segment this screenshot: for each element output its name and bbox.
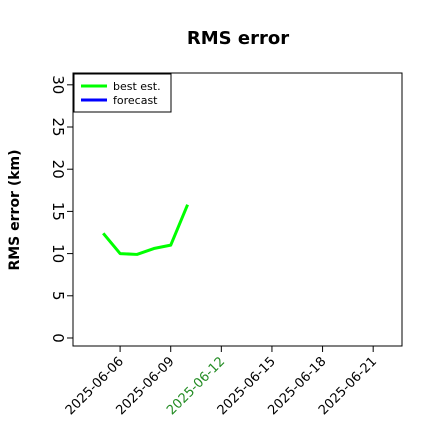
legend: best est.forecast bbox=[73, 73, 172, 113]
chart-title: RMS error bbox=[187, 28, 289, 49]
data-line bbox=[102, 204, 189, 256]
y-tick-label: 5 bbox=[49, 291, 67, 301]
plot-frame bbox=[72, 72, 403, 347]
y-tick-label: 0 bbox=[49, 333, 67, 343]
y-tick-label: 25 bbox=[49, 117, 67, 136]
y-tick-label: 30 bbox=[49, 75, 67, 94]
legend-label: forecast bbox=[113, 94, 158, 107]
y-tick-label: 20 bbox=[49, 160, 67, 179]
y-tick-label: 10 bbox=[49, 244, 67, 263]
y-tick-label: 15 bbox=[49, 202, 67, 221]
legend-label: best est. bbox=[113, 80, 161, 93]
y-axis-label: RMS error (km) bbox=[7, 149, 23, 270]
legend-box bbox=[73, 73, 172, 113]
